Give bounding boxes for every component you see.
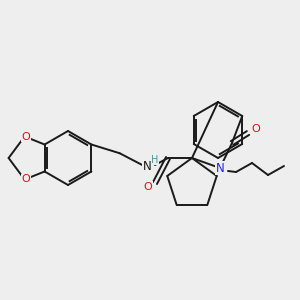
Text: O: O: [252, 124, 260, 134]
Text: O: O: [21, 131, 30, 142]
Text: O: O: [144, 182, 152, 192]
Text: N: N: [216, 161, 224, 175]
Text: N: N: [142, 160, 152, 173]
Text: O: O: [21, 175, 30, 184]
Text: H: H: [151, 155, 159, 165]
